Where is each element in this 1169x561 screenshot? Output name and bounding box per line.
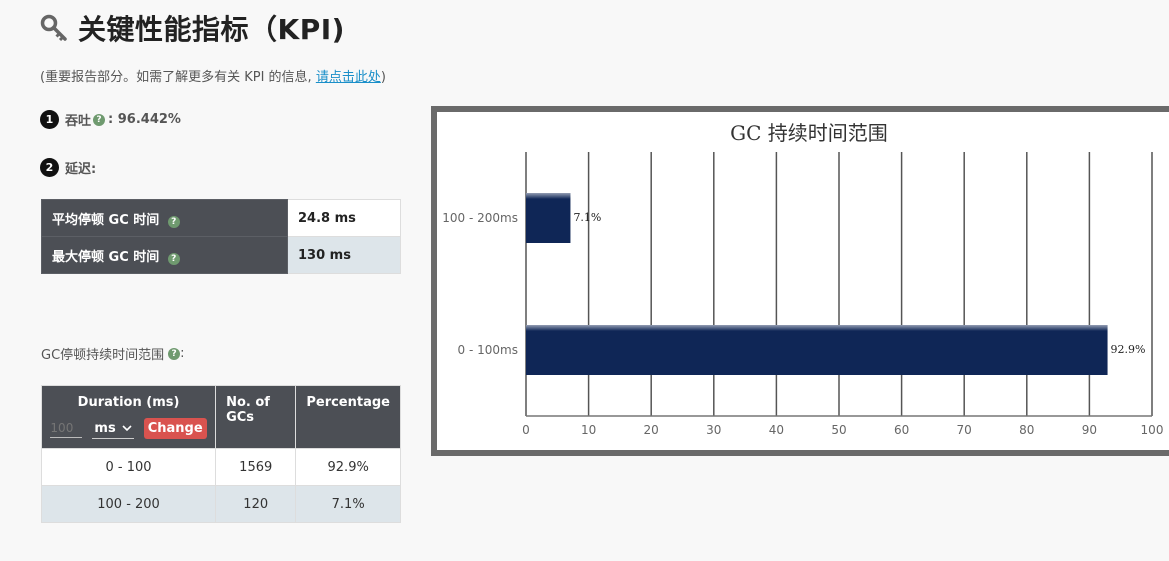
- max-pause-label: 最大停顿 GC 时间: [52, 249, 160, 265]
- gc-duration-chart: GC 持续时间范围 0 10 20 30 40 50 60 70 80 90 100 100 - 20…: [431, 106, 1169, 456]
- unit-select[interactable]: ms: [92, 419, 134, 439]
- duration-controls: ms Change: [48, 418, 209, 439]
- avg-pause-label-cell: 平均停顿 GC 时间 ?: [41, 199, 288, 237]
- duration-table: Duration (ms) ms Change No. of GCs Perce…: [40, 385, 401, 523]
- latency-label: 延迟:: [65, 162, 97, 177]
- max-pause-label-cell: 最大停顿 GC 时间 ?: [41, 236, 288, 274]
- percentage-header: Percentage: [295, 385, 401, 449]
- avg-pause-value: 24.8 ms: [287, 199, 401, 237]
- avg-pause-label: 平均停顿 GC 时间: [52, 212, 160, 228]
- percentage-cell: 92.9%: [295, 448, 401, 486]
- latency-table: 平均停顿 GC 时间 ? 24.8 ms 最大停顿 GC 时间 ? 130 ms: [41, 199, 401, 274]
- throughput-value: : 96.442%: [108, 112, 181, 127]
- bar-highlight: [526, 193, 571, 199]
- x-tick-label: 30: [706, 423, 721, 437]
- learn-more-link[interactable]: 请点击此处: [315, 70, 381, 85]
- x-tick-label: 80: [1019, 423, 1034, 437]
- gc-range-suffix: :: [180, 346, 185, 361]
- page-header: 关键性能指标（KPI): [40, 8, 345, 48]
- category-label: 0 - 100ms: [458, 343, 518, 357]
- chart-title: GC 持续时间范围: [730, 121, 888, 145]
- throughput-row: 1 吞吐 ? : 96.442%: [40, 110, 181, 129]
- unit-select-value: ms: [94, 420, 116, 436]
- subtitle-prefix: (重要报告部分。如需了解更多有关 KPI 的信息,: [40, 70, 316, 85]
- x-tick-label: 40: [769, 423, 784, 437]
- duration-header-label: Duration (ms): [77, 395, 180, 410]
- key-icon: [40, 14, 67, 42]
- duration-cell: 100 - 200: [40, 485, 217, 523]
- chevron-down-icon: [122, 424, 132, 431]
- count-header: No. of GCs: [215, 385, 297, 449]
- number-badge-2: 2: [40, 158, 59, 177]
- table-row: 平均停顿 GC 时间 ? 24.8 ms: [41, 199, 401, 237]
- table-header-row: Duration (ms) ms Change No. of GCs Perce…: [40, 385, 401, 449]
- table-row: 0 - 100 1569 92.9%: [40, 448, 401, 486]
- max-pause-value: 130 ms: [287, 236, 401, 274]
- percentage-cell: 7.1%: [295, 485, 401, 523]
- count-cell: 1569: [215, 448, 297, 486]
- category-label: 100 - 200ms: [442, 211, 518, 225]
- x-tick-label: 60: [894, 423, 909, 437]
- count-cell: 120: [215, 485, 297, 523]
- kpi-description: (重要报告部分。如需了解更多有关 KPI 的信息, 请点击此处): [40, 66, 386, 85]
- page-title: 关键性能指标（KPI): [78, 13, 345, 46]
- table-row: 100 - 200 120 7.1%: [40, 485, 401, 523]
- throughput-label: 吞吐: [65, 114, 92, 129]
- x-tick-label: 20: [644, 423, 659, 437]
- help-icon[interactable]: ?: [167, 215, 180, 228]
- duration-header: Duration (ms) ms Change: [40, 385, 217, 449]
- bar: [526, 325, 1108, 375]
- bucket-size-input[interactable]: [50, 419, 83, 438]
- data-label: 7.1%: [573, 211, 601, 224]
- x-tick-label: 90: [1082, 423, 1097, 437]
- duration-cell: 0 - 100: [40, 448, 217, 486]
- table-row: 最大停顿 GC 时间 ? 130 ms: [41, 236, 401, 274]
- x-tick-label: 50: [831, 423, 846, 437]
- x-tick-label: 70: [957, 423, 972, 437]
- number-badge-1: 1: [40, 110, 59, 129]
- help-icon[interactable]: ?: [168, 347, 181, 360]
- bar-highlight: [526, 325, 1108, 331]
- latency-row: 2 延迟:: [40, 158, 96, 177]
- x-tick-label: 10: [581, 423, 596, 437]
- bar: [526, 193, 571, 243]
- subtitle-suffix: ): [380, 70, 386, 85]
- gc-range-label: GC停顿持续时间范围: [41, 348, 165, 363]
- chart-canvas: GC 持续时间范围 0 10 20 30 40 50 60 70 80 90 100 100 - 20…: [442, 121, 1164, 437]
- help-icon[interactable]: ?: [167, 252, 180, 265]
- data-label: 92.9%: [1111, 343, 1146, 356]
- x-tick-label: 0: [522, 423, 530, 437]
- x-tick-label: 100: [1141, 423, 1164, 437]
- help-icon[interactable]: ?: [93, 113, 106, 126]
- change-button[interactable]: Change: [143, 418, 207, 439]
- gc-range-heading: GC停顿持续时间范围 ? :: [41, 344, 185, 363]
